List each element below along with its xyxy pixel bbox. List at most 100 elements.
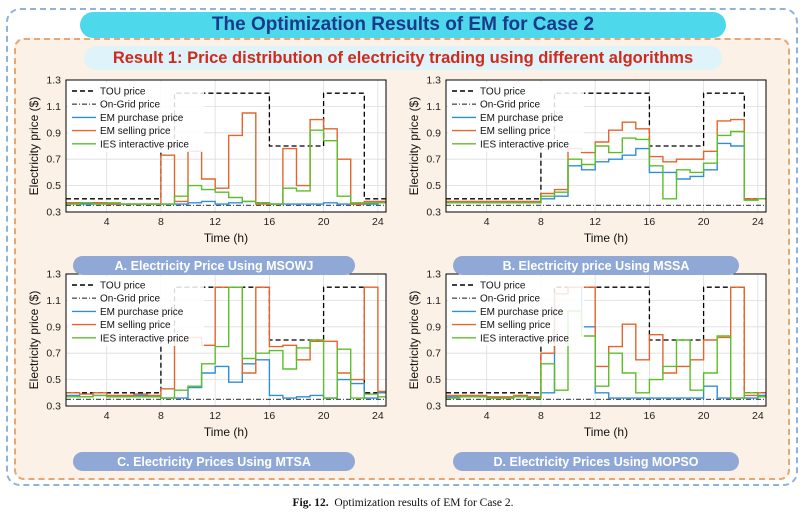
legend-label-1: On-Grid price — [480, 294, 540, 305]
y-tick-label: 0.5 — [426, 180, 441, 192]
axes-frame — [65, 79, 387, 213]
y-axis-label: Electricity price ($) — [27, 97, 41, 196]
legend-label-4: IES interactive price — [480, 333, 569, 344]
legend-label-3: EM selling price — [100, 126, 171, 137]
chart-panel-c: 0.3 0.5 0.7 0.9 1.1 1.3 4 8 12 16 20 24 TOU price On-… — [27, 269, 387, 439]
caption-panel-c: C. Electricity Prices Using MTSA — [73, 452, 355, 471]
series-line-4 — [446, 130, 766, 204]
x-tick-label: 12 — [209, 216, 221, 228]
legend: TOU price On-Grid price EM purchase price E… — [448, 276, 584, 346]
x-tick-label: 4 — [104, 216, 110, 228]
y-tick-label: 0.3 — [426, 401, 441, 413]
y-tick-label: 1.1 — [426, 295, 441, 307]
x-tick-label: 16 — [644, 410, 656, 422]
x-tick-label: 8 — [538, 410, 544, 422]
y-tick-label: 0.5 — [426, 374, 441, 386]
y-tick-label: 0.9 — [426, 127, 441, 139]
caption-panel-b-text: B. Electricity price Using MSSA — [502, 258, 690, 273]
x-tick-label: 12 — [589, 410, 601, 422]
caption-panel-c-text: C. Electricity Prices Using MTSA — [117, 454, 311, 469]
caption-panel-d: D. Electricity Prices Using MOPSO — [453, 452, 739, 471]
legend-label-1: On-Grid price — [100, 100, 160, 111]
legend: TOU price On-Grid price EM purchase price E… — [68, 82, 204, 152]
legend-label-1: On-Grid price — [480, 100, 540, 111]
legend: TOU price On-Grid price EM purchase price E… — [68, 276, 204, 346]
series-line-4 — [446, 310, 766, 399]
x-axis-label: Time (h) — [584, 231, 628, 245]
y-tick-label: 0.7 — [426, 154, 441, 166]
y-tick-label: 1.3 — [46, 269, 61, 281]
x-tick-label: 4 — [484, 216, 490, 228]
y-tick-label: 0.9 — [46, 321, 61, 333]
y-tick-label: 1.1 — [46, 101, 61, 113]
series-line-0 — [446, 92, 766, 200]
legend-label-2: EM purchase price — [100, 113, 184, 124]
legend-label-0: TOU price — [480, 281, 526, 292]
x-axis-label: Time (h) — [584, 425, 628, 439]
series-line-4 — [66, 129, 386, 205]
chart-panel-b: 0.3 0.5 0.7 0.9 1.1 1.3 4 8 12 16 20 24 TOU price On-… — [407, 75, 767, 245]
y-tick-label: 1.1 — [46, 295, 61, 307]
x-tick-label: 20 — [698, 410, 710, 422]
legend-label-1: On-Grid price — [100, 294, 160, 305]
legend-label-4: IES interactive price — [480, 139, 569, 150]
x-tick-label: 4 — [104, 410, 110, 422]
y-axis-label: Electricity price ($) — [27, 291, 41, 390]
chart-panel-d: 0.3 0.5 0.7 0.9 1.1 1.3 4 8 12 16 20 24 TOU price On-… — [407, 269, 767, 439]
main-title-banner: The Optimization Results of EM for Case … — [80, 12, 726, 38]
figure-caption-label: Fig. 12. — [292, 497, 329, 509]
x-tick-label: 20 — [318, 216, 330, 228]
result-title-banner: Result 1: Price distribution of electric… — [84, 46, 722, 70]
caption-panel-d-text: D. Electricity Prices Using MOPSO — [493, 454, 699, 469]
y-tick-label: 0.5 — [46, 374, 61, 386]
y-axis-label: Electricity price ($) — [407, 97, 421, 196]
y-tick-label: 0.3 — [46, 207, 61, 219]
legend-label-2: EM purchase price — [100, 307, 184, 318]
x-tick-label: 20 — [698, 216, 710, 228]
legend-label-2: EM purchase price — [480, 307, 564, 318]
x-tick-label: 16 — [264, 410, 276, 422]
x-tick-label: 24 — [372, 216, 384, 228]
series-line-0 — [446, 286, 766, 394]
y-tick-label: 0.9 — [426, 321, 441, 333]
result-title: Result 1: Price distribution of electric… — [112, 48, 694, 67]
x-tick-label: 16 — [644, 216, 656, 228]
x-tick-label: 24 — [372, 410, 384, 422]
y-tick-label: 0.5 — [46, 180, 61, 192]
y-tick-label: 1.1 — [426, 101, 441, 113]
y-tick-label: 1.3 — [426, 75, 441, 87]
y-tick-label: 0.7 — [46, 348, 61, 360]
y-tick-label: 1.3 — [46, 75, 61, 87]
legend-label-0: TOU price — [100, 281, 146, 292]
legend-label-4: IES interactive price — [100, 139, 189, 150]
legend-label-0: TOU price — [100, 87, 146, 98]
x-tick-label: 8 — [158, 410, 164, 422]
caption-panel-b: B. Electricity price Using MSSA — [453, 256, 739, 275]
legend-label-2: EM purchase price — [480, 113, 564, 124]
legend-label-0: TOU price — [480, 87, 526, 98]
axes-frame — [445, 79, 767, 213]
legend: TOU price On-Grid price EM purchase price E… — [448, 82, 584, 152]
x-tick-label: 24 — [752, 410, 764, 422]
x-axis-label: Time (h) — [204, 231, 248, 245]
x-tick-label: 12 — [209, 410, 221, 422]
x-tick-label: 12 — [589, 216, 601, 228]
main-title: The Optimization Results of EM for Case … — [211, 14, 595, 35]
x-tick-label: 16 — [264, 216, 276, 228]
y-tick-label: 1.3 — [426, 269, 441, 281]
legend-label-4: IES interactive price — [100, 333, 189, 344]
x-tick-label: 4 — [484, 410, 490, 422]
y-tick-label: 0.3 — [426, 207, 441, 219]
y-tick-label: 0.9 — [46, 127, 61, 139]
legend-label-3: EM selling price — [100, 320, 171, 331]
legend-label-3: EM selling price — [480, 320, 551, 331]
series-line-4 — [66, 286, 386, 399]
figure-caption: Fig. 12. Optimization results of EM for … — [0, 497, 806, 509]
y-tick-label: 0.7 — [426, 348, 441, 360]
series-line-0 — [66, 92, 386, 200]
y-axis-label: Electricity price ($) — [407, 291, 421, 390]
y-tick-label: 0.3 — [46, 401, 61, 413]
x-tick-label: 8 — [158, 216, 164, 228]
y-tick-label: 0.7 — [46, 154, 61, 166]
chart-panel-a: 0.3 0.5 0.7 0.9 1.1 1.3 4 8 12 16 20 24 TOU price On-… — [27, 75, 387, 245]
